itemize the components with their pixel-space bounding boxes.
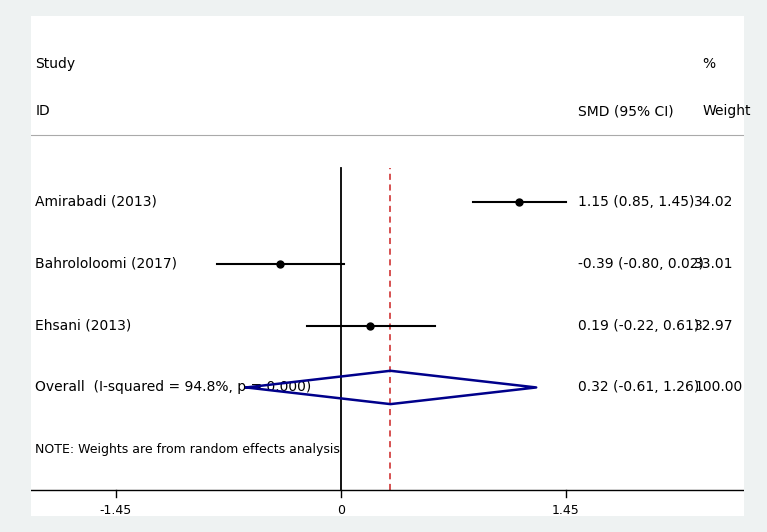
Text: Bahrololoomi (2017): Bahrololoomi (2017) — [35, 256, 177, 271]
Text: Overall  (I-squared = 94.8%, p = 0.000): Overall (I-squared = 94.8%, p = 0.000) — [35, 380, 311, 394]
Text: 0.19 (-0.22, 0.61): 0.19 (-0.22, 0.61) — [578, 319, 700, 332]
Text: 1.45: 1.45 — [551, 504, 580, 517]
Text: Ehsani (2013): Ehsani (2013) — [35, 319, 132, 332]
Text: Study: Study — [35, 56, 75, 71]
Text: 34.02: 34.02 — [694, 195, 734, 209]
Text: 0.32 (-0.61, 1.26): 0.32 (-0.61, 1.26) — [578, 380, 700, 394]
Text: -0.39 (-0.80, 0.02): -0.39 (-0.80, 0.02) — [578, 256, 704, 271]
Text: -1.45: -1.45 — [100, 504, 132, 517]
Text: %: % — [702, 56, 716, 71]
Text: Amirabadi (2013): Amirabadi (2013) — [35, 195, 157, 209]
Text: NOTE: Weights are from random effects analysis: NOTE: Weights are from random effects an… — [35, 443, 341, 456]
Text: 0: 0 — [337, 504, 345, 517]
Text: ID: ID — [35, 104, 50, 118]
Text: Weight: Weight — [702, 104, 751, 118]
Text: 1.15 (0.85, 1.45): 1.15 (0.85, 1.45) — [578, 195, 694, 209]
Text: 32.97: 32.97 — [694, 319, 734, 332]
Text: 33.01: 33.01 — [694, 256, 734, 271]
Text: SMD (95% CI): SMD (95% CI) — [578, 104, 673, 118]
Text: 100.00: 100.00 — [694, 380, 742, 394]
